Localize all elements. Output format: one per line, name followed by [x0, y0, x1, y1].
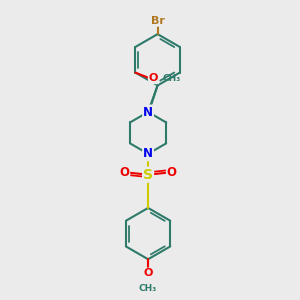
Text: O: O: [119, 166, 129, 179]
Text: S: S: [143, 168, 153, 182]
Text: O: O: [149, 73, 158, 83]
Text: O: O: [143, 268, 153, 278]
Text: N: N: [143, 106, 153, 118]
Text: N: N: [143, 147, 153, 160]
Text: CH₃: CH₃: [139, 284, 157, 293]
Text: CH₃: CH₃: [163, 74, 181, 83]
Text: Br: Br: [151, 16, 164, 26]
Text: O: O: [167, 166, 177, 179]
